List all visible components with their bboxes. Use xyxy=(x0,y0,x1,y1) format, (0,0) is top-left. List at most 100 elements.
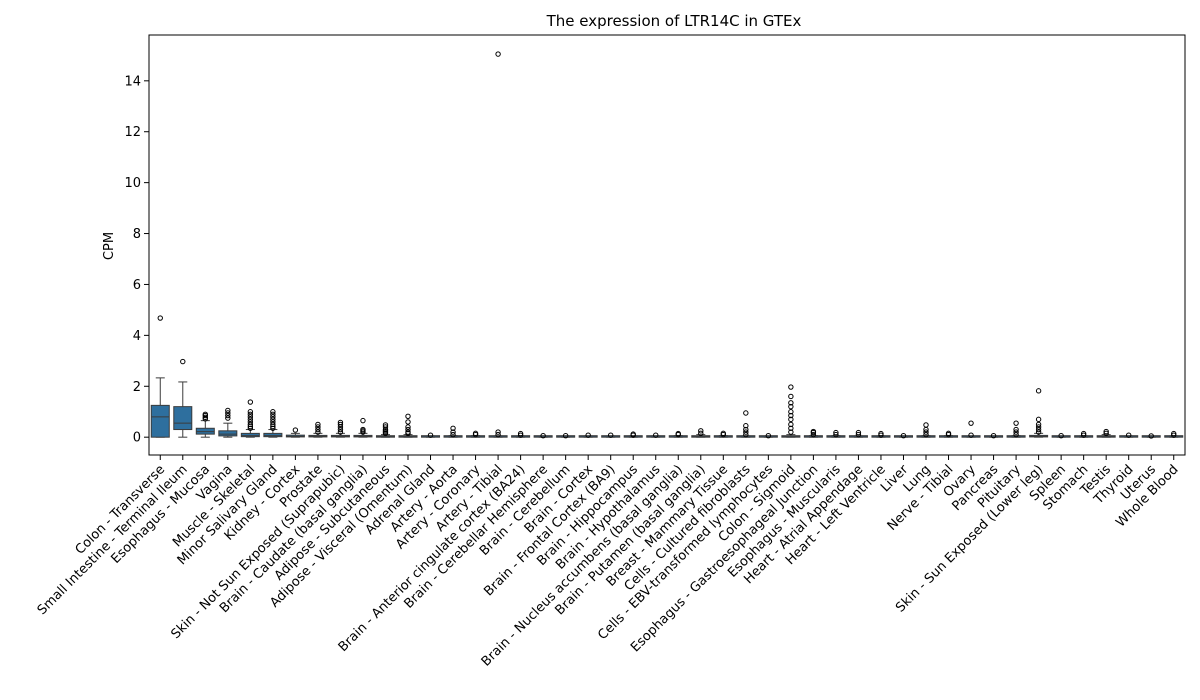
outlier-point xyxy=(427,432,434,438)
y-tick-label: 14 xyxy=(124,74,141,89)
outlier-point xyxy=(810,428,817,435)
outlier-point xyxy=(968,432,974,438)
outlier-point xyxy=(1125,432,1132,438)
box-group xyxy=(984,432,1004,439)
outlier-point xyxy=(788,393,794,400)
outlier-point xyxy=(495,431,501,438)
outlier-point xyxy=(1103,428,1109,435)
outlier-point xyxy=(1171,430,1177,437)
outlier-point xyxy=(337,419,344,426)
outlier-point xyxy=(382,422,389,428)
box-group xyxy=(353,417,373,438)
outlier-point xyxy=(855,429,862,436)
box-group xyxy=(173,358,193,438)
box-group xyxy=(1119,432,1139,438)
outlier-point xyxy=(495,429,501,435)
box-group xyxy=(466,430,486,438)
outlier-point xyxy=(405,424,411,430)
box-group xyxy=(713,430,733,438)
outlier-point xyxy=(225,407,231,414)
outlier-point xyxy=(810,431,817,438)
box-group xyxy=(668,430,688,438)
outlier-point xyxy=(315,421,321,428)
outlier-point xyxy=(315,424,321,430)
outlier-point xyxy=(653,432,659,438)
outlier-point xyxy=(270,416,276,423)
outlier-point xyxy=(945,430,952,437)
outlier-point xyxy=(247,425,254,431)
outlier-point xyxy=(630,431,636,437)
outlier-point xyxy=(788,403,794,410)
outlier-point xyxy=(270,411,276,417)
box-group xyxy=(556,432,576,439)
outlier-point xyxy=(788,384,794,390)
box-group xyxy=(285,427,305,438)
box-iqr xyxy=(218,430,238,437)
outlier-point xyxy=(1035,388,1042,394)
outlier-point xyxy=(270,425,276,431)
box-group xyxy=(939,430,959,438)
outlier-point xyxy=(1035,421,1042,428)
outlier-point xyxy=(1058,432,1064,439)
box-group xyxy=(1096,428,1116,438)
outlier-point xyxy=(833,429,839,436)
box-iqr xyxy=(240,432,260,438)
outlier-point xyxy=(180,358,186,365)
y-tick-label: 6 xyxy=(133,278,141,293)
outlier-point xyxy=(1013,420,1019,426)
outlier-point xyxy=(788,421,794,428)
outlier-point xyxy=(788,429,794,435)
box-group xyxy=(375,422,395,438)
outlier-point xyxy=(247,414,254,420)
y-tick-label: 8 xyxy=(133,227,141,242)
plot-frame xyxy=(148,34,1186,456)
box-group xyxy=(398,413,418,438)
outlier-point xyxy=(698,428,704,434)
outlier-point xyxy=(743,423,749,429)
outlier-point xyxy=(225,410,231,416)
outlier-point xyxy=(315,426,321,433)
box-group xyxy=(961,420,981,438)
outlier-point xyxy=(405,419,411,425)
outlier-point xyxy=(450,429,456,435)
outlier-point xyxy=(923,431,929,438)
outlier-point xyxy=(202,411,209,417)
outlier-point xyxy=(1148,433,1154,439)
outlier-point xyxy=(202,414,209,421)
outlier-point xyxy=(788,412,794,419)
outlier-point xyxy=(788,425,794,431)
outlier-point xyxy=(990,432,997,439)
box-group xyxy=(1029,388,1049,438)
outlier-point xyxy=(788,416,794,423)
outlier-point xyxy=(1103,430,1109,437)
box-group xyxy=(578,432,598,438)
outlier-point xyxy=(337,421,344,428)
outlier-point xyxy=(585,432,591,438)
outlier-point xyxy=(855,431,862,438)
outlier-point xyxy=(1035,424,1042,430)
outlier-point xyxy=(225,415,231,421)
box-iqr xyxy=(150,404,170,438)
outlier-point xyxy=(698,430,704,437)
outlier-point xyxy=(382,424,389,430)
box-group xyxy=(803,428,823,438)
boxes-layer xyxy=(150,51,1184,439)
outlier-point xyxy=(450,431,456,438)
box-group xyxy=(736,410,756,438)
outlier-point xyxy=(788,400,794,406)
x-category-label: Small Intestine - Terminal Ileum xyxy=(35,462,191,618)
box-group xyxy=(893,432,913,439)
y-tick-label: 2 xyxy=(133,380,141,395)
box-group xyxy=(623,431,643,438)
outlier-point xyxy=(225,412,231,419)
box-iqr xyxy=(263,432,283,438)
outlier-point xyxy=(1035,429,1042,435)
y-tick-label: 0 xyxy=(133,431,141,446)
outlier-point xyxy=(743,429,749,435)
outlier-point xyxy=(540,432,546,439)
box-group xyxy=(488,51,508,438)
outlier-point xyxy=(833,431,839,438)
box-group xyxy=(511,430,531,438)
outlier-point xyxy=(1035,416,1042,423)
